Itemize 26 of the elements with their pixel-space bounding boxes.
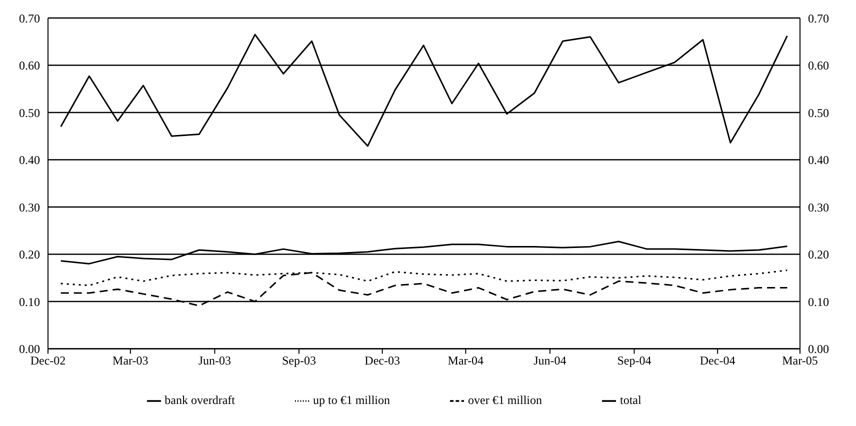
y2-tick-label: 0.10: [808, 294, 829, 309]
y-tick-label: 0.60: [19, 58, 40, 73]
y2-tick-label: 0.20: [808, 248, 829, 262]
y2-tick-label: 0.70: [808, 11, 829, 26]
y2-tick-label: 0.60: [808, 58, 829, 73]
legend-label: total: [620, 392, 642, 407]
y-tick-label: 0.50: [19, 106, 40, 120]
x-tick-label: Dec-04: [700, 353, 736, 368]
legend-label: over €1 million: [468, 392, 542, 407]
x-tick-label: Mar-03: [112, 353, 148, 368]
y-tick-label: 0.30: [19, 200, 40, 214]
y-tick-label: 0.40: [19, 153, 40, 168]
y2-tick-label: 0.50: [808, 106, 829, 120]
x-tick-label: Jun-04: [534, 353, 566, 368]
x-tick-label: Sep-03: [282, 353, 316, 368]
x-tick-label: Dec-03: [364, 353, 400, 368]
legend-label: up to €1 million: [312, 392, 390, 407]
x-tick-label: Jun-03: [198, 353, 232, 368]
legend-label: bank overdraft: [164, 392, 235, 407]
y2-tick-label: 0.40: [808, 153, 829, 168]
y2-tick-label: 0.30: [808, 200, 829, 214]
y-tick-label: 0.20: [19, 248, 40, 262]
y-tick-label: 0.10: [19, 294, 40, 309]
x-tick-label: Sep-04: [617, 353, 652, 368]
x-tick-label: Mar-04: [448, 353, 484, 368]
y-tick-label: 0.70: [19, 11, 40, 26]
